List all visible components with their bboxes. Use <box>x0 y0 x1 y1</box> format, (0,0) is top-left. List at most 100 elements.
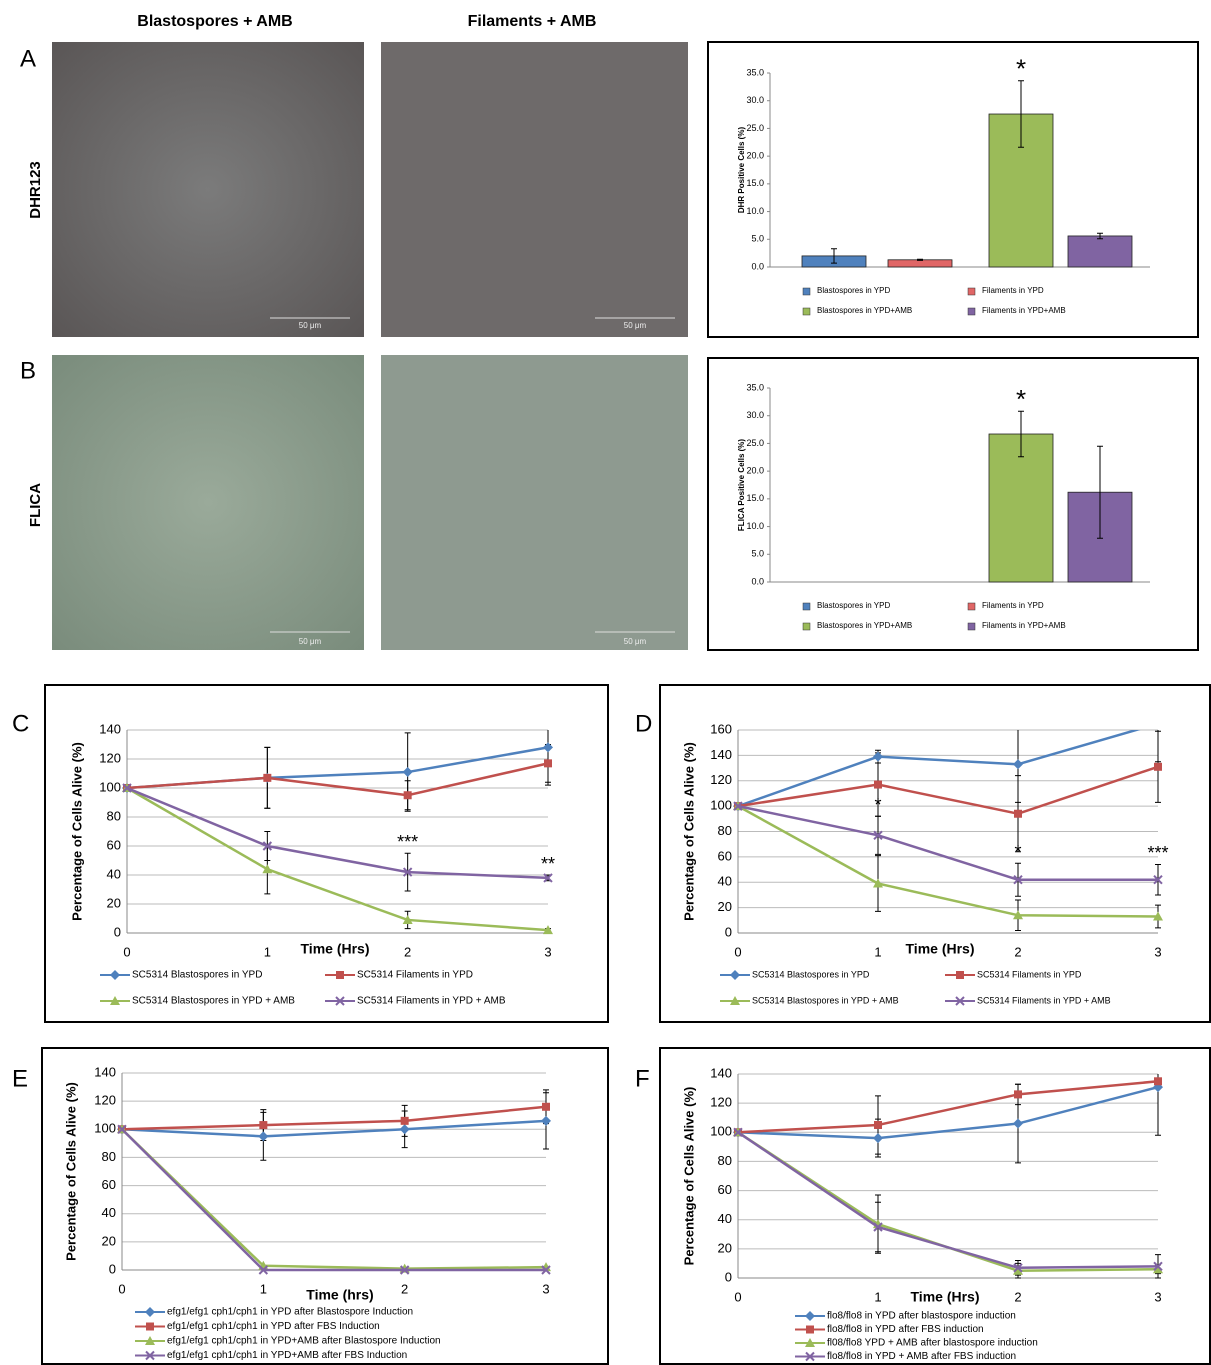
y-tick-label: 120 <box>99 750 121 765</box>
error-bar-line <box>1097 232 1103 240</box>
panel-letter: E <box>12 1065 28 1092</box>
marker <box>730 996 740 1005</box>
panel-letter: B <box>20 357 36 384</box>
marker <box>1154 762 1162 771</box>
error-bar <box>831 248 837 264</box>
marker <box>1013 1263 1023 1273</box>
series-line <box>737 730 1141 808</box>
legend-label: SC5314 Filaments in YPD <box>357 970 473 981</box>
legend-label: SC5314 Blastospores in YPD + AMB <box>132 996 295 1007</box>
legend-swatch <box>967 602 976 611</box>
y-tick-label: 80 <box>718 1153 732 1168</box>
y-axis-label: Percentage of Cells Alive (%) <box>681 742 696 921</box>
x-tick-label: 1 <box>874 944 881 959</box>
y-tick-label: 120 <box>94 1093 116 1108</box>
legend-label: Filaments in YPD+AMB <box>982 306 1066 315</box>
marker <box>1153 1264 1163 1274</box>
marker <box>145 1350 155 1361</box>
y-tick-label: 100 <box>710 798 732 813</box>
micrograph <box>52 355 364 650</box>
y-axis-label: DHR Positive Cells (%) <box>737 127 746 214</box>
marker <box>873 878 883 888</box>
marker <box>733 801 743 811</box>
y-tick-label: 0 <box>114 924 121 939</box>
x-tick-label: 3 <box>1154 944 1161 959</box>
marker <box>805 1311 815 1321</box>
y-tick-label: 20.0 <box>746 466 764 476</box>
marker <box>730 970 740 980</box>
legend-label: Blastospores in YPD+AMB <box>817 621 912 630</box>
x-tick-label: 3 <box>542 1281 549 1296</box>
marker <box>1153 875 1163 885</box>
annotation: * <box>1014 842 1021 862</box>
marker <box>1013 1118 1023 1129</box>
y-axis-label: Percentage of Cells Alive (%) <box>681 1087 696 1266</box>
series-line <box>121 1128 546 1272</box>
error-bar <box>1097 232 1103 240</box>
annotation: *** <box>1147 843 1168 863</box>
error-bar <box>1097 445 1103 539</box>
annotation: *** <box>397 832 418 852</box>
y-tick-label: 20 <box>107 895 121 910</box>
y-tick-label: 20.0 <box>746 151 764 161</box>
marker <box>1013 910 1023 920</box>
y-tick-label: 25.0 <box>746 123 764 133</box>
y-tick-label: 80 <box>718 823 732 838</box>
error-bar <box>1018 80 1024 148</box>
error-bar-line <box>1097 445 1103 539</box>
marker <box>403 791 412 800</box>
y-tick-label: 20 <box>102 1233 116 1248</box>
y-tick-label: 140 <box>710 1065 732 1080</box>
marker <box>263 773 272 782</box>
marker <box>542 1102 550 1111</box>
legend-label: SC5314 Filaments in YPD + AMB <box>357 996 506 1007</box>
legend-label: SC5314 Blastospores in YPD + AMB <box>752 995 899 1005</box>
marker <box>258 1265 269 1275</box>
plot-area <box>117 1089 551 1275</box>
legend-label: Filaments in YPD+AMB <box>982 621 1066 630</box>
x-tick-label: 0 <box>734 1289 741 1304</box>
marker <box>543 925 553 935</box>
marker <box>873 1133 883 1144</box>
marker <box>956 971 964 979</box>
panel-letter: C <box>12 710 29 737</box>
marker <box>955 996 965 1006</box>
marker <box>1153 719 1163 729</box>
marker <box>122 783 132 793</box>
legend-swatch <box>967 307 976 316</box>
marker <box>1153 911 1163 921</box>
legend-label: flo8/flo8 in YPD after blastospore induc… <box>827 1311 1016 1322</box>
marker <box>145 1336 155 1345</box>
column-title: Blastospores + AMB <box>137 13 292 30</box>
plot-area <box>733 1074 1163 1279</box>
y-tick-label: 140 <box>99 721 121 736</box>
y-tick-label: 20 <box>718 1240 732 1255</box>
legend-swatch <box>802 602 811 611</box>
annotation: * <box>874 795 881 815</box>
y-tick-label: 60 <box>107 837 121 852</box>
x-tick-label: 2 <box>1014 944 1021 959</box>
marker <box>543 873 553 883</box>
marker <box>402 914 413 924</box>
marker <box>258 1131 269 1142</box>
legend-label: fl08/flo8 YPD + AMB after blastospore in… <box>827 1338 1038 1349</box>
y-tick-label: 5.0 <box>751 234 764 244</box>
legend-swatch <box>802 287 811 296</box>
y-tick-label: 20 <box>718 899 732 914</box>
series-line <box>737 1080 1159 1134</box>
y-tick-label: 35.0 <box>746 382 764 392</box>
legend-label: flo8/flo8 in YPD after FBS induction <box>827 1324 984 1335</box>
y-tick-label: 140 <box>94 1064 116 1079</box>
x-axis-label: Time (hrs) <box>306 1287 373 1303</box>
bar <box>988 433 1054 583</box>
x-tick-label: 3 <box>544 944 551 959</box>
legend-label: Blastospores in YPD <box>817 601 890 610</box>
y-tick-label: 160 <box>710 721 732 736</box>
y-tick-label: 40 <box>102 1205 116 1220</box>
y-tick-label: 15.0 <box>746 493 764 503</box>
chart-frame <box>659 1047 1211 1365</box>
y-tick-label: 10.0 <box>746 521 764 531</box>
marker <box>806 1325 814 1334</box>
marker <box>145 1307 155 1317</box>
